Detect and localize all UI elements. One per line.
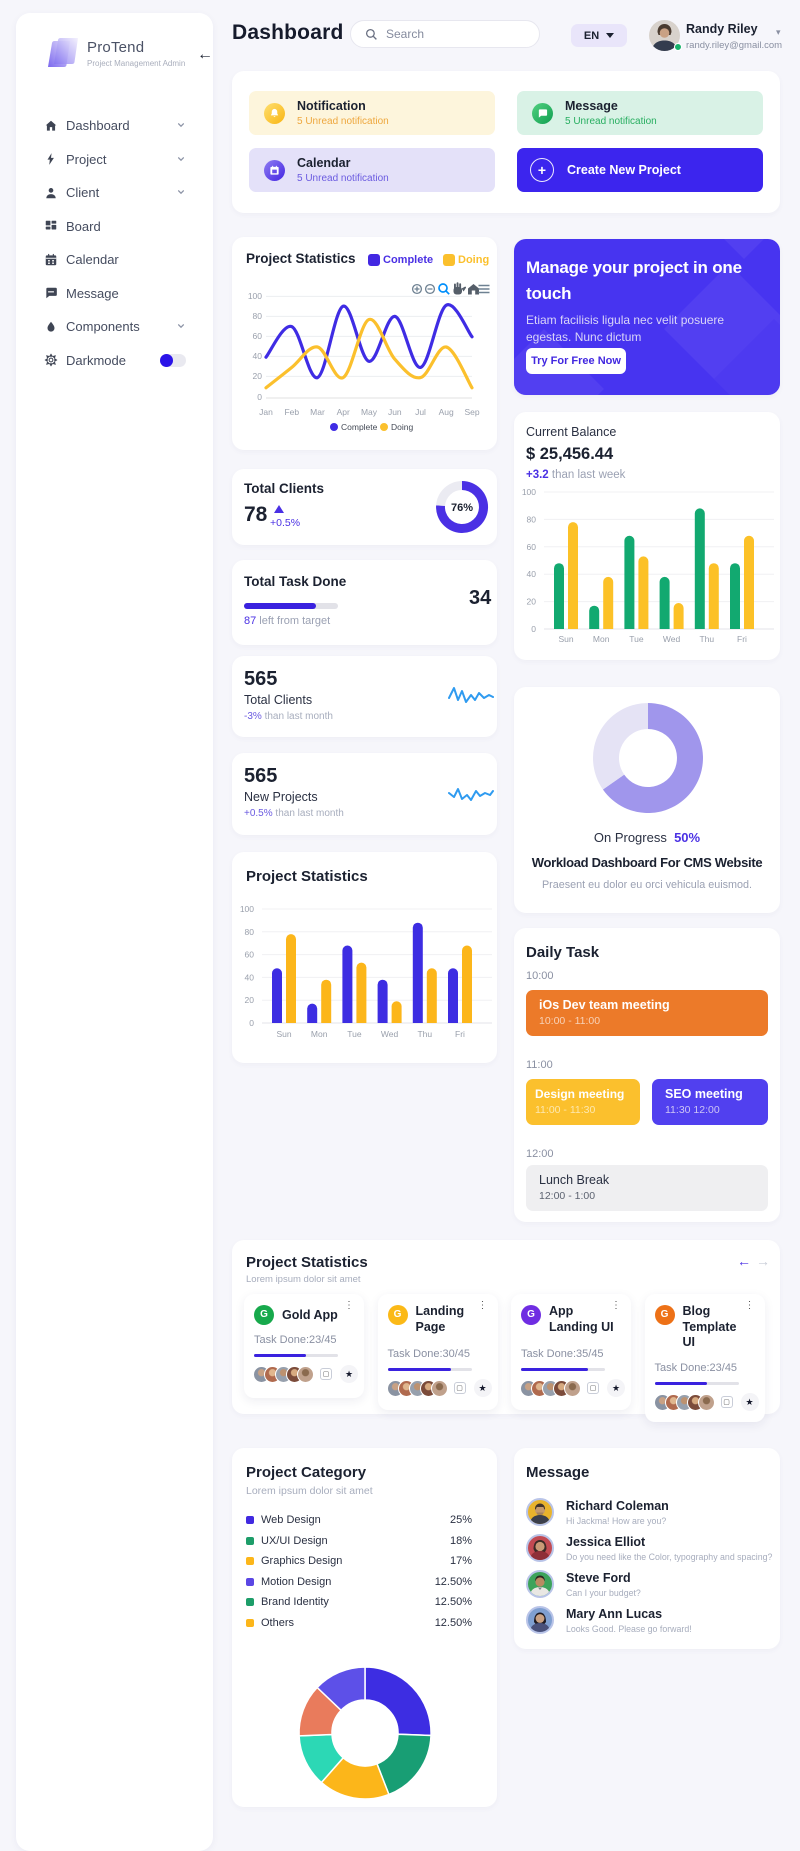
svg-text:100: 100: [240, 904, 254, 914]
svg-text:Complete: Complete: [341, 422, 378, 432]
svg-text:Jun: Jun: [388, 407, 402, 417]
svg-text:Feb: Feb: [284, 407, 299, 417]
svg-text:Tue: Tue: [629, 634, 644, 644]
svg-text:0: 0: [531, 624, 536, 634]
svg-text:0: 0: [249, 1018, 254, 1028]
svg-text:May: May: [361, 407, 378, 417]
svg-text:20: 20: [253, 371, 263, 381]
svg-text:60: 60: [527, 542, 537, 552]
svg-text:76%: 76%: [451, 502, 473, 514]
svg-text:Mon: Mon: [311, 1029, 328, 1039]
svg-text:40: 40: [245, 972, 255, 982]
svg-text:20: 20: [527, 597, 537, 607]
svg-text:80: 80: [245, 927, 255, 937]
svg-text:Thu: Thu: [699, 634, 714, 644]
svg-text:40: 40: [527, 569, 537, 579]
svg-text:Tue: Tue: [347, 1029, 362, 1039]
svg-text:Wed: Wed: [663, 634, 681, 644]
svg-text:0: 0: [257, 392, 262, 402]
svg-text:Sun: Sun: [558, 634, 573, 644]
svg-text:Mar: Mar: [310, 407, 325, 417]
svg-text:80: 80: [253, 311, 263, 321]
svg-text:Thu: Thu: [417, 1029, 432, 1039]
svg-text:Doing: Doing: [391, 422, 413, 432]
svg-text:Sep: Sep: [464, 407, 479, 417]
svg-text:60: 60: [253, 331, 263, 341]
svg-text:Fri: Fri: [455, 1029, 465, 1039]
svg-text:Jan: Jan: [259, 407, 273, 417]
svg-text:Aug: Aug: [439, 407, 454, 417]
svg-text:80: 80: [527, 514, 537, 524]
svg-text:Wed: Wed: [381, 1029, 399, 1039]
svg-text:100: 100: [522, 488, 536, 497]
svg-text:100: 100: [248, 291, 262, 301]
svg-text:Jul: Jul: [415, 407, 426, 417]
svg-text:Apr: Apr: [337, 407, 350, 417]
svg-text:20: 20: [245, 995, 255, 1005]
svg-text:Fri: Fri: [737, 634, 747, 644]
svg-text:40: 40: [253, 351, 263, 361]
svg-text:Sun: Sun: [276, 1029, 291, 1039]
svg-text:Mon: Mon: [593, 634, 610, 644]
svg-text:60: 60: [245, 950, 255, 960]
